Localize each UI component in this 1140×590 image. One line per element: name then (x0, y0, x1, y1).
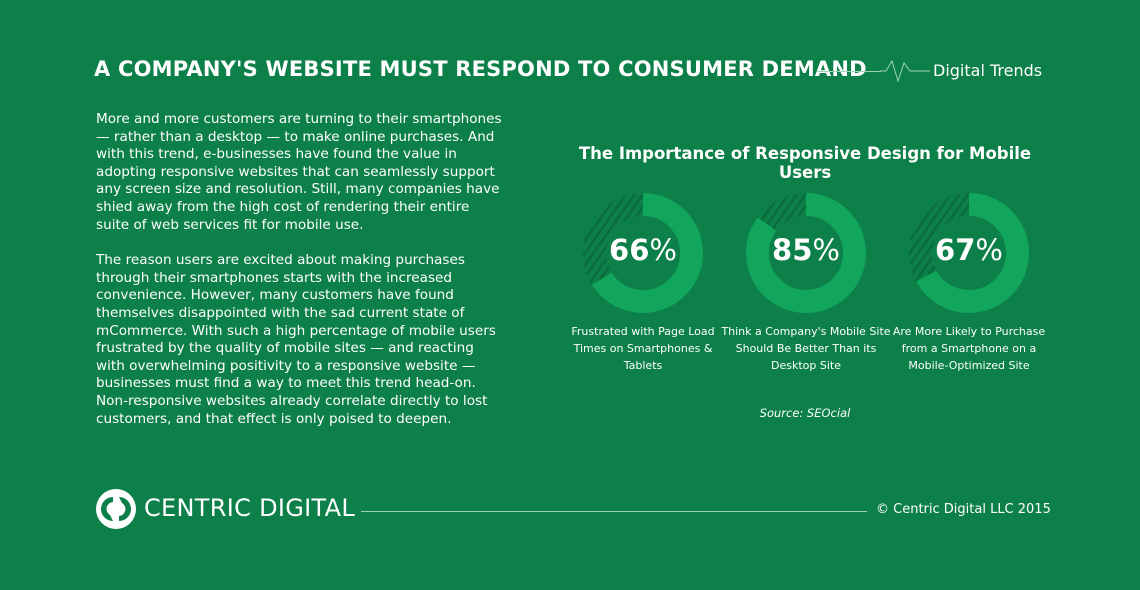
paragraph: More and more customers are turning to t… (96, 111, 502, 233)
donut-label: Are More Likely to Purchase from a Smart… (892, 325, 1046, 372)
brand-name: CENTRIC DIGITAL (144, 494, 355, 522)
page-title: A COMPANY'S WEBSITE MUST RESPOND TO CONS… (94, 57, 867, 81)
donut-arc (746, 193, 866, 313)
donut-value: 85% (772, 233, 840, 267)
donut-value: 66% (609, 233, 677, 267)
copyright: © Centric Digital LLC 2015 (876, 502, 1051, 517)
donut-value: 67% (935, 233, 1003, 267)
centric-logo-icon (96, 489, 136, 529)
source-note: Source: SEOcial (759, 406, 851, 420)
section-tag: Digital Trends (933, 61, 1043, 80)
donut-label: Frustrated with Page Load Times on Smart… (571, 325, 715, 372)
donut-label: Think a Company's Mobile Site Should Be … (721, 325, 891, 372)
paragraph: The reason users are excited about makin… (96, 252, 496, 427)
donut-arc (909, 193, 1029, 313)
footer-divider (361, 511, 867, 512)
body-text: More and more customers are turning to t… (96, 111, 506, 446)
chart-title: The Importance of Responsive Design for … (578, 144, 1032, 182)
donut-arc (583, 193, 703, 313)
divider (817, 71, 881, 72)
pulse-icon (880, 59, 930, 83)
